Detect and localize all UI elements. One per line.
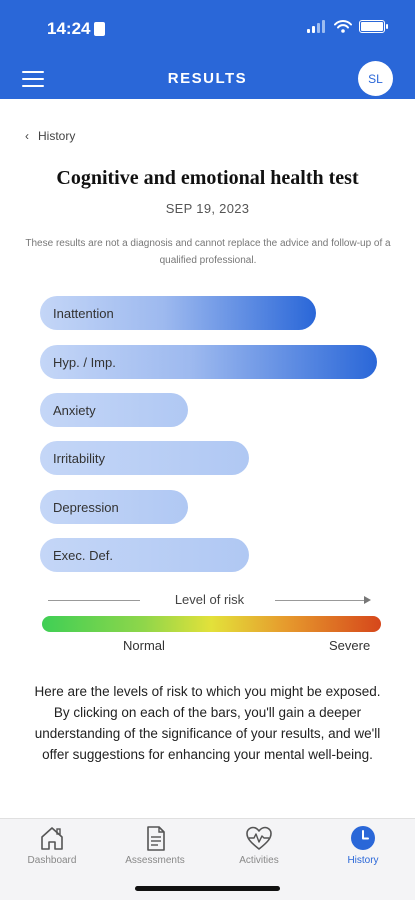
tab-label: Dashboard — [27, 855, 77, 866]
test-title: Cognitive and emotional health test — [56, 167, 359, 189]
risk-bar-label: Anxiety — [53, 402, 96, 418]
wifi-icon — [334, 20, 352, 33]
home-indicator — [135, 886, 280, 891]
tab-label: History — [347, 855, 379, 866]
results-explanation: Here are the levels of risk to which you… — [34, 684, 381, 762]
arrow-right-icon — [364, 596, 371, 604]
risk-bar-label: Exec. Def. — [53, 547, 113, 563]
divider-line — [48, 600, 140, 601]
scale-min-label: Normal — [123, 638, 165, 653]
page-header-title: RESULTS — [167, 70, 248, 87]
tab-dashboard[interactable]: Dashboard — [7, 823, 97, 866]
status-time-text: 14:24 — [47, 19, 91, 38]
back-link[interactable]: ‹ History — [25, 129, 75, 143]
risk-bar-label: Depression — [53, 499, 119, 515]
risk-scale-header: Level of risk — [48, 592, 371, 610]
avatar[interactable]: SL — [358, 61, 393, 96]
home-icon — [41, 827, 63, 850]
tab-label: Activities — [239, 855, 279, 866]
heart-pulse-icon — [246, 826, 272, 850]
menu-icon[interactable] — [22, 71, 44, 87]
tab-label: Assessments — [125, 855, 185, 866]
tab-assessments[interactable]: Assessments — [110, 823, 200, 866]
risk-bar-hyperactivity[interactable]: Hyp. / Imp. — [40, 345, 377, 379]
risk-bar-irritability[interactable]: Irritability — [40, 441, 249, 475]
signal-icon — [307, 20, 325, 33]
app-header: 14:24 RESULTS SL — [0, 0, 415, 99]
risk-bar-label: Hyp. / Imp. — [53, 354, 116, 370]
sim-icon — [94, 22, 106, 36]
disclaimer-text: These results are not a diagnosis and ca… — [25, 238, 391, 266]
risk-bar-anxiety[interactable]: Anxiety — [40, 393, 188, 427]
divider-line — [275, 600, 365, 601]
chevron-left-icon: ‹ — [25, 129, 29, 143]
scale-max-label: Severe — [329, 638, 371, 653]
status-time: 14:24 — [47, 19, 106, 39]
risk-gradient-scale — [42, 616, 381, 632]
risk-bar-depression[interactable]: Depression — [40, 490, 188, 524]
risk-bar-label: Inattention — [53, 305, 114, 321]
risk-scale-title: Level of risk — [174, 592, 245, 607]
risk-bar-inattention[interactable]: Inattention — [40, 296, 316, 330]
tab-activities[interactable]: Activities — [214, 823, 304, 866]
status-icons — [307, 20, 388, 33]
back-label: History — [38, 129, 76, 143]
tab-history[interactable]: History — [318, 823, 408, 866]
clock-icon — [351, 826, 375, 850]
test-date: SEP 19, 2023 — [165, 201, 250, 216]
risk-bar-label: Irritability — [53, 450, 106, 466]
document-icon — [147, 826, 165, 851]
risk-bar-exec-def[interactable]: Exec. Def. — [40, 538, 249, 572]
battery-icon — [359, 20, 388, 33]
